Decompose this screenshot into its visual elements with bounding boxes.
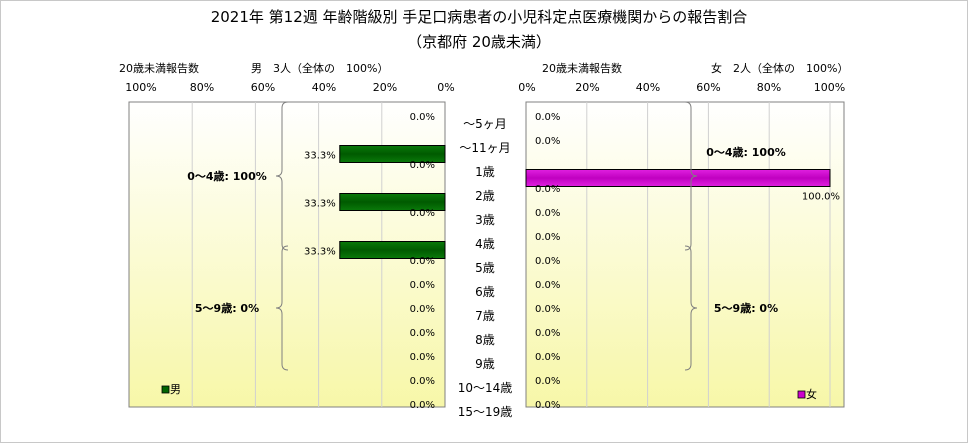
category-label: 4歳 (475, 237, 495, 251)
female-data-label: 0.0% (535, 280, 560, 291)
chart-subtitle: （京都府 20歳未満） (407, 33, 551, 51)
female-header: 女 2人（全体の 100%） (711, 61, 848, 75)
male-axis-tick: 100% (125, 81, 156, 94)
female-data-label: 100.0% (802, 192, 840, 203)
female-data-label: 0.0% (535, 208, 560, 219)
male-axis-tick: 80% (190, 81, 214, 94)
male-bar (339, 193, 446, 211)
category-label: 9歳 (475, 357, 495, 371)
male-bar (339, 145, 446, 163)
category-label: ～11ヶ月 (459, 141, 510, 155)
male-data-label: 33.3% (304, 247, 336, 258)
male-group-label: 5～9歳: 0% (195, 301, 259, 315)
male-data-label: 0.0% (410, 112, 435, 123)
category-label: 3歳 (475, 213, 495, 227)
female-data-label: 0.0% (535, 304, 560, 315)
male-group-brace (275, 101, 289, 251)
female-legend-swatch (797, 390, 806, 399)
female-data-label: 0.0% (535, 112, 560, 123)
male-axis-tick: 0% (437, 81, 454, 94)
female-group-brace (684, 101, 698, 251)
male-axis-caption: 20歳未満報告数 (119, 62, 199, 75)
female-data-label: 0.0% (535, 328, 560, 339)
female-data-label: 0.0% (535, 352, 560, 363)
female-axis-tick: 20% (575, 81, 599, 94)
female-data-label: 0.0% (535, 184, 560, 195)
category-label: 6歳 (475, 285, 495, 299)
male-group-label: 0～4歳: 100% (187, 169, 267, 183)
male-bar (339, 241, 446, 259)
male-data-label: 0.0% (410, 304, 435, 315)
chart-title: 2021年 第12週 年齢階級別 手足口病患者の小児科定点医療機関からの報告割合 (211, 8, 748, 26)
male-data-label: 0.0% (410, 376, 435, 387)
category-label: ～5ヶ月 (463, 117, 507, 131)
female-legend-label: 女 (806, 387, 817, 401)
female-data-label: 0.0% (535, 136, 560, 147)
female-group-label: 5～9歳: 0% (714, 301, 778, 315)
male-header: 男 3人（全体の 100%） (251, 61, 388, 75)
male-data-label: 0.0% (410, 400, 435, 411)
male-data-label: 33.3% (304, 151, 336, 162)
female-axis-tick: 80% (757, 81, 781, 94)
category-label: 8歳 (475, 333, 495, 347)
category-label: 7歳 (475, 309, 495, 323)
male-data-label: 0.0% (410, 328, 435, 339)
female-axis-tick: 0% (518, 81, 535, 94)
male-data-label: 0.0% (410, 160, 435, 171)
female-data-label: 0.0% (535, 256, 560, 267)
male-data-label: 0.0% (410, 208, 435, 219)
male-data-label: 33.3% (304, 199, 336, 210)
female-axis-tick: 40% (636, 81, 660, 94)
male-data-label: 0.0% (410, 352, 435, 363)
category-label: 15～19歳 (458, 405, 513, 419)
male-data-label: 0.0% (410, 256, 435, 267)
male-axis-tick: 60% (251, 81, 275, 94)
male-axis-tick: 40% (312, 81, 336, 94)
female-axis-tick: 60% (696, 81, 720, 94)
female-bar (525, 169, 831, 187)
male-legend-swatch (161, 385, 170, 394)
female-data-label: 0.0% (535, 376, 560, 387)
category-label: 10～14歳 (458, 381, 513, 395)
category-label: 5歳 (475, 261, 495, 275)
female-axis-tick: 100% (814, 81, 845, 94)
male-group-brace (275, 245, 289, 371)
female-data-label: 0.0% (535, 400, 560, 411)
male-axis-tick: 20% (373, 81, 397, 94)
female-data-label: 0.0% (535, 232, 560, 243)
female-group-brace (684, 245, 698, 371)
male-legend-label: 男 (170, 383, 181, 396)
female-plot-area (525, 101, 845, 408)
female-axis-caption: 20歳未満報告数 (542, 62, 622, 75)
female-group-label: 0～4歳: 100% (706, 145, 786, 159)
category-label: 2歳 (475, 189, 495, 203)
male-data-label: 0.0% (410, 280, 435, 291)
category-label: 1歳 (475, 165, 495, 179)
